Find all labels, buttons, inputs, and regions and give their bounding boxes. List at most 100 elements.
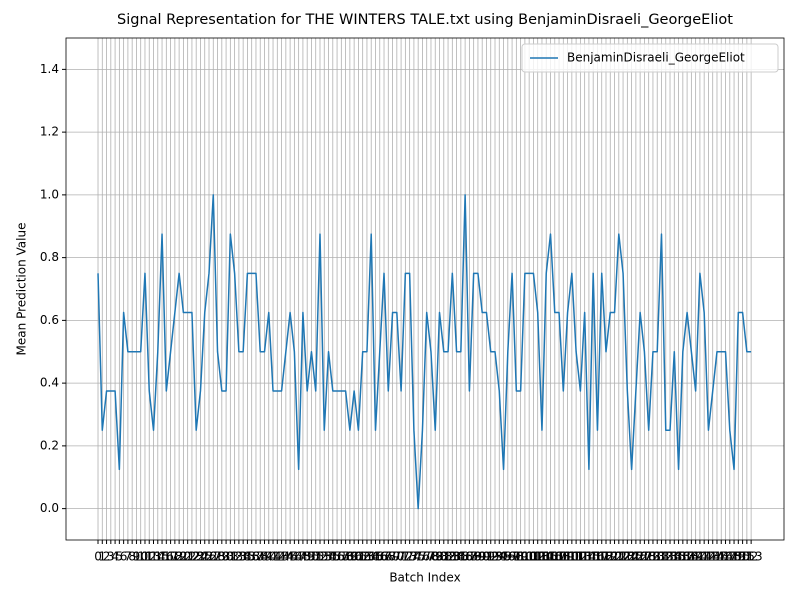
x-tick-label: 95 bbox=[496, 550, 511, 564]
x-tick-label: 114 bbox=[573, 550, 596, 564]
x-tick-label: 96 bbox=[500, 550, 515, 564]
x-tick-label: 38 bbox=[253, 550, 268, 564]
x-tick-label: 80 bbox=[432, 550, 447, 564]
x-tick-label: 51 bbox=[308, 550, 323, 564]
x-tick-label: 76 bbox=[415, 550, 430, 564]
x-tick-label: 138 bbox=[676, 550, 699, 564]
x-tick-label: 110 bbox=[556, 550, 579, 564]
x-tick-label: 104 bbox=[531, 550, 554, 564]
grid bbox=[66, 38, 784, 540]
x-tick-label: 59 bbox=[342, 550, 357, 564]
x-tick-label: 112 bbox=[565, 550, 588, 564]
x-tick-label: 2 bbox=[103, 550, 111, 564]
x-tick-label: 52 bbox=[312, 550, 327, 564]
x-tick-label: 33 bbox=[231, 550, 246, 564]
x-tick-label: 90 bbox=[475, 550, 490, 564]
x-tick-label: 3 bbox=[107, 550, 115, 564]
x-tick-label: 8 bbox=[128, 550, 136, 564]
x-tick-label: 109 bbox=[552, 550, 575, 564]
x-tick-label: 39 bbox=[257, 550, 272, 564]
x-tick-label: 85 bbox=[453, 550, 468, 564]
x-tick-label: 14 bbox=[150, 550, 165, 564]
y-axis-label: Mean Prediction Value bbox=[15, 223, 29, 356]
x-tick-label: 87 bbox=[462, 550, 477, 564]
x-tick-label: 46 bbox=[287, 550, 302, 564]
x-tick-label: 50 bbox=[304, 550, 319, 564]
x-tick-label: 136 bbox=[667, 550, 690, 564]
x-tick-label: 15 bbox=[154, 550, 169, 564]
data-line bbox=[97, 194, 752, 510]
x-tick-label: 145 bbox=[706, 550, 729, 564]
x-tick-label: 25 bbox=[197, 550, 212, 564]
x-tick-label: 24 bbox=[193, 550, 208, 564]
x-tick-label: 123 bbox=[612, 550, 635, 564]
x-tick-label: 122 bbox=[607, 550, 630, 564]
x-tick-label: 44 bbox=[278, 550, 293, 564]
x-tick-label: 152 bbox=[735, 550, 758, 564]
x-tick-label: 22 bbox=[184, 550, 199, 564]
x-tick-label: 61 bbox=[351, 550, 366, 564]
y-tick-label: 0.6 bbox=[40, 313, 59, 327]
x-tick-label: 134 bbox=[659, 550, 682, 564]
x-tick-label: 16 bbox=[159, 550, 174, 564]
x-tick-label: 64 bbox=[364, 550, 379, 564]
x-tick-label: 40 bbox=[261, 550, 276, 564]
x-tick-label: 142 bbox=[693, 550, 716, 564]
x-tick-label: 58 bbox=[338, 550, 353, 564]
x-tick-label: 97 bbox=[504, 550, 519, 564]
x-tick-label: 56 bbox=[329, 550, 344, 564]
x-tick-label: 19 bbox=[171, 550, 186, 564]
x-tick-label: 88 bbox=[466, 550, 481, 564]
x-tick-label: 17 bbox=[163, 550, 178, 564]
x-tick-label: 133 bbox=[654, 550, 677, 564]
x-tick-label: 153 bbox=[740, 550, 763, 564]
x-tick-label: 137 bbox=[671, 550, 694, 564]
x-tick-label: 130 bbox=[641, 550, 664, 564]
x-tick-label: 116 bbox=[582, 550, 605, 564]
x-tick-label: 37 bbox=[248, 550, 263, 564]
x-tick-label: 36 bbox=[244, 550, 259, 564]
x-tick-label: 53 bbox=[317, 550, 332, 564]
x-tick-label: 11 bbox=[137, 550, 152, 564]
x-tick-label: 91 bbox=[479, 550, 494, 564]
x-tick-label: 26 bbox=[201, 550, 216, 564]
x-tick-label: 102 bbox=[522, 550, 545, 564]
x-tick-label: 12 bbox=[142, 550, 157, 564]
x-tick-label: 49 bbox=[300, 550, 315, 564]
y-tick-label: 1.4 bbox=[40, 62, 59, 76]
x-tick-label: 48 bbox=[295, 550, 310, 564]
x-tick-label: 113 bbox=[569, 550, 592, 564]
x-tick-label: 128 bbox=[633, 550, 656, 564]
x-tick-label: 10 bbox=[133, 550, 148, 564]
x-tick-label: 151 bbox=[731, 550, 754, 564]
y-tick-label: 1.0 bbox=[40, 187, 59, 201]
x-tick-label: 140 bbox=[684, 550, 707, 564]
x-tick-label: 82 bbox=[440, 550, 455, 564]
x-tick-label: 31 bbox=[223, 550, 238, 564]
x-tick-label: 21 bbox=[180, 550, 195, 564]
x-tick-label: 74 bbox=[406, 550, 421, 564]
x-tick-label: 55 bbox=[325, 550, 340, 564]
x-tick-label: 143 bbox=[697, 550, 720, 564]
x-tick-label: 27 bbox=[206, 550, 221, 564]
x-tick-label: 105 bbox=[535, 550, 558, 564]
x-tick-label: 71 bbox=[393, 550, 408, 564]
x-tick-label: 13 bbox=[146, 550, 161, 564]
x-tick-label: 93 bbox=[487, 550, 502, 564]
x-tick-label: 103 bbox=[526, 550, 549, 564]
axes-frame bbox=[65, 37, 785, 541]
x-tick-label: 147 bbox=[714, 550, 737, 564]
x-tick-label: 77 bbox=[419, 550, 434, 564]
x-tick-label: 125 bbox=[620, 550, 643, 564]
x-tick-label: 83 bbox=[445, 550, 460, 564]
y-tick-label: 0.0 bbox=[40, 501, 59, 515]
x-tick-label: 81 bbox=[436, 550, 451, 564]
x-tick-label: 129 bbox=[637, 550, 660, 564]
x-tick-label: 23 bbox=[189, 550, 204, 564]
x-tick-label: 127 bbox=[629, 550, 652, 564]
x-tick-label: 120 bbox=[599, 550, 622, 564]
x-tick-label: 60 bbox=[346, 550, 361, 564]
x-tick-label: 28 bbox=[210, 550, 225, 564]
plot-area bbox=[97, 194, 752, 510]
